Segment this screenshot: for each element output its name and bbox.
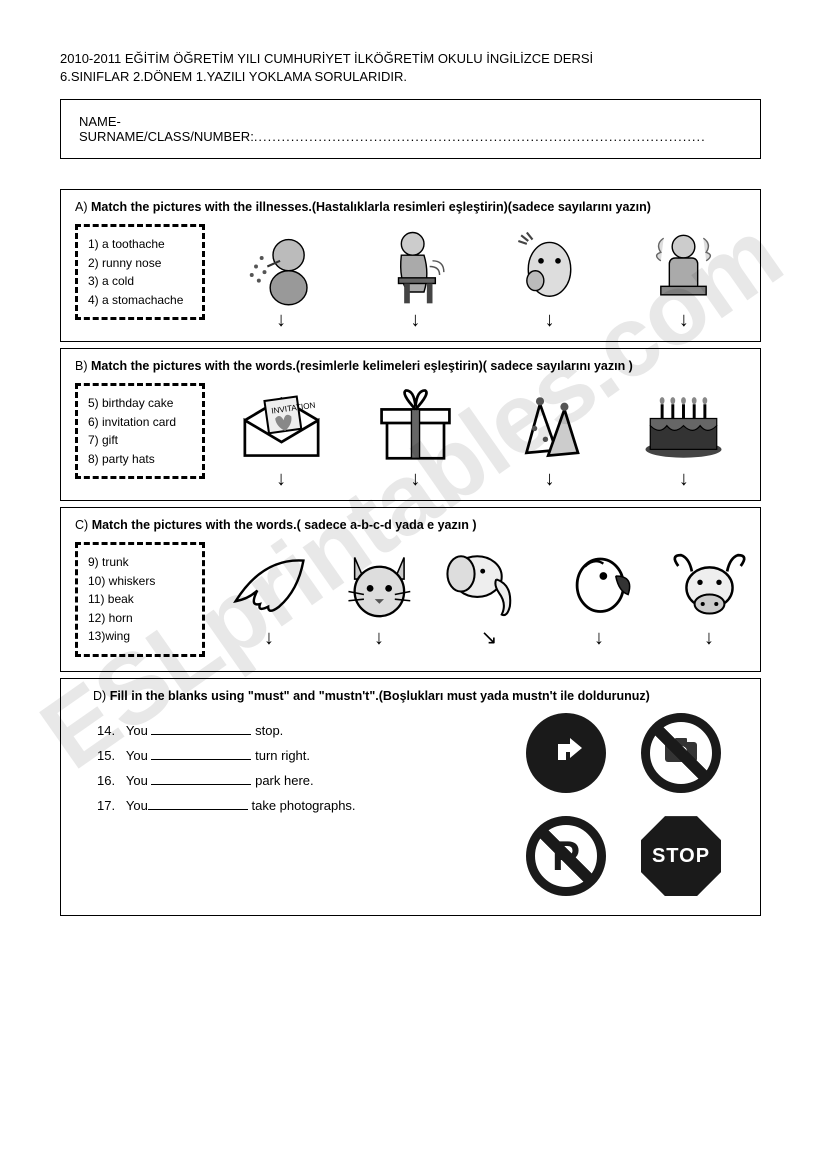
blank-17[interactable] xyxy=(148,798,248,810)
sentence-15: 15. You turn right. xyxy=(97,748,506,763)
section-c-title: C) Match the pictures with the words.( s… xyxy=(75,518,746,532)
section-d-signs: P STOP xyxy=(526,713,746,901)
post-15: turn right. xyxy=(251,748,310,763)
word-b-4: 8) party hats xyxy=(88,450,192,469)
word-b-3: 7) gift xyxy=(88,431,192,450)
pic-party-hats: ↓ xyxy=(500,383,600,486)
arrow-icon: ↓ xyxy=(410,313,420,327)
section-b-letter: B) xyxy=(75,359,88,373)
word-c-2: 10) whiskers xyxy=(88,572,192,591)
section-d-title: D) Fill in the blanks using "must" and "… xyxy=(75,689,746,703)
section-b-pictures: INVITATION ↓ ↓ ↓ ↓ xyxy=(219,383,746,486)
word-c-5: 13)wing xyxy=(88,627,192,646)
section-a: A) Match the pictures with the illnesses… xyxy=(60,189,761,342)
pic-wing: ↓ xyxy=(219,542,319,645)
pic-bull: ↓ xyxy=(659,542,759,645)
word-a-1: 1) a toothache xyxy=(88,235,192,254)
arrow-icon: ↓ xyxy=(545,313,555,327)
blank-14[interactable] xyxy=(151,723,251,735)
arrow-icon: ↓ xyxy=(704,631,714,645)
pic-invitation: INVITATION ↓ xyxy=(231,383,331,486)
pre-17: You xyxy=(126,798,148,813)
turn-arrow-icon xyxy=(544,726,588,780)
arrow-icon: ↓ xyxy=(545,472,555,486)
section-d: D) Fill in the blanks using "must" and "… xyxy=(60,678,761,916)
post-14: stop. xyxy=(251,723,283,738)
camera-icon xyxy=(663,735,699,772)
section-c-letter: C) xyxy=(75,518,88,532)
sentence-16: 16. You park here. xyxy=(97,773,506,788)
post-17: take photographs. xyxy=(248,798,356,813)
header-line2: 6.SINIFLAR 2.DÖNEM 1.YAZILI YOKLAMA SORU… xyxy=(60,69,407,84)
sign-stop: STOP xyxy=(641,816,721,896)
section-a-title: A) Match the pictures with the illnesses… xyxy=(75,200,746,214)
pic-parrot: ↓ xyxy=(549,542,649,645)
arrow-icon: ↓ xyxy=(679,472,689,486)
pic-cold: ↓ xyxy=(634,224,734,327)
pic-toothache: ↓ xyxy=(500,224,600,327)
arrow-icon: ↓ xyxy=(276,313,286,327)
section-a-title-text: Match the pictures with the illnesses.(H… xyxy=(91,200,651,214)
section-a-pictures: ↓ ↓ ↓ ↓ xyxy=(219,224,746,327)
arrow-icon: ↓ xyxy=(410,472,420,486)
sign-no-parking: P xyxy=(526,816,606,896)
header-line1: 2010-2011 EĞİTİM ÖĞRETİM YILI CUMHURİYET… xyxy=(60,51,593,66)
stop-text: STOP xyxy=(652,845,710,868)
pic-gift: ↓ xyxy=(365,383,465,486)
blank-15[interactable] xyxy=(151,748,251,760)
section-a-letter: A) xyxy=(75,200,88,214)
section-b-title-text: Match the pictures with the words.(resim… xyxy=(91,359,633,373)
name-dots: ........................................… xyxy=(254,129,706,144)
sentence-14: 14. You stop. xyxy=(97,723,506,738)
parking-p-icon: P xyxy=(552,832,580,880)
num-17: 17. xyxy=(97,798,115,813)
pre-14: You xyxy=(126,723,148,738)
pic-elephant: ↘ xyxy=(439,542,539,645)
num-14: 14. xyxy=(97,723,115,738)
section-b: B) Match the pictures with the words.(re… xyxy=(60,348,761,501)
section-c-wordbox: 9) trunk 10) whiskers 11) beak 12) horn … xyxy=(75,542,205,657)
sentence-17: 17. You take photographs. xyxy=(97,798,506,813)
name-field-box: NAME-SURNAME/CLASS/NUMBER:..............… xyxy=(60,99,761,159)
arrow-icon: ↓ xyxy=(374,631,384,645)
post-16: park here. xyxy=(251,773,313,788)
section-c-pictures: ↓ ↓ ↘ ↓ ↓ xyxy=(219,542,759,645)
num-16: 16. xyxy=(97,773,115,788)
word-b-1: 5) birthday cake xyxy=(88,394,192,413)
section-a-wordbox: 1) a toothache 2) runny nose 3) a cold 4… xyxy=(75,224,205,320)
pre-16: You xyxy=(126,773,148,788)
pic-cat: ↓ xyxy=(329,542,429,645)
arrow-icon: ↓ xyxy=(264,631,274,645)
word-c-1: 9) trunk xyxy=(88,553,192,572)
pre-15: You xyxy=(126,748,148,763)
section-d-sentences: 14. You stop. 15. You turn right. 16. Yo… xyxy=(75,713,506,901)
blank-16[interactable] xyxy=(151,773,251,785)
section-b-wordbox: 5) birthday cake 6) invitation card 7) g… xyxy=(75,383,205,479)
worksheet-page: ESLprintables.com 2010-2011 EĞİTİM ÖĞRET… xyxy=(0,0,821,952)
sign-no-photo xyxy=(641,713,721,793)
word-c-3: 11) beak xyxy=(88,590,192,609)
word-a-2: 2) runny nose xyxy=(88,254,192,273)
arrow-icon: ↓ xyxy=(276,472,286,486)
pic-cake: ↓ xyxy=(634,383,734,486)
arrow-icon: ↘ xyxy=(481,631,498,645)
section-d-title-text: Fill in the blanks using "must" and "mus… xyxy=(110,689,650,703)
section-c-title-text: Match the pictures with the words.( sade… xyxy=(92,518,477,532)
pic-stomachache: ↓ xyxy=(365,224,465,327)
pic-sneeze: ↓ xyxy=(231,224,331,327)
num-15: 15. xyxy=(97,748,115,763)
word-c-4: 12) horn xyxy=(88,609,192,628)
word-b-2: 6) invitation card xyxy=(88,413,192,432)
word-a-4: 4) a stomachache xyxy=(88,291,192,310)
word-a-3: 3) a cold xyxy=(88,272,192,291)
name-label: NAME-SURNAME/CLASS/NUMBER: xyxy=(79,114,254,144)
header: 2010-2011 EĞİTİM ÖĞRETİM YILI CUMHURİYET… xyxy=(60,50,761,85)
sign-turn-right xyxy=(526,713,606,793)
section-c: C) Match the pictures with the words.( s… xyxy=(60,507,761,672)
section-b-title: B) Match the pictures with the words.(re… xyxy=(75,359,746,373)
section-d-letter: D) xyxy=(93,689,106,703)
arrow-icon: ↓ xyxy=(679,313,689,327)
arrow-icon: ↓ xyxy=(594,631,604,645)
